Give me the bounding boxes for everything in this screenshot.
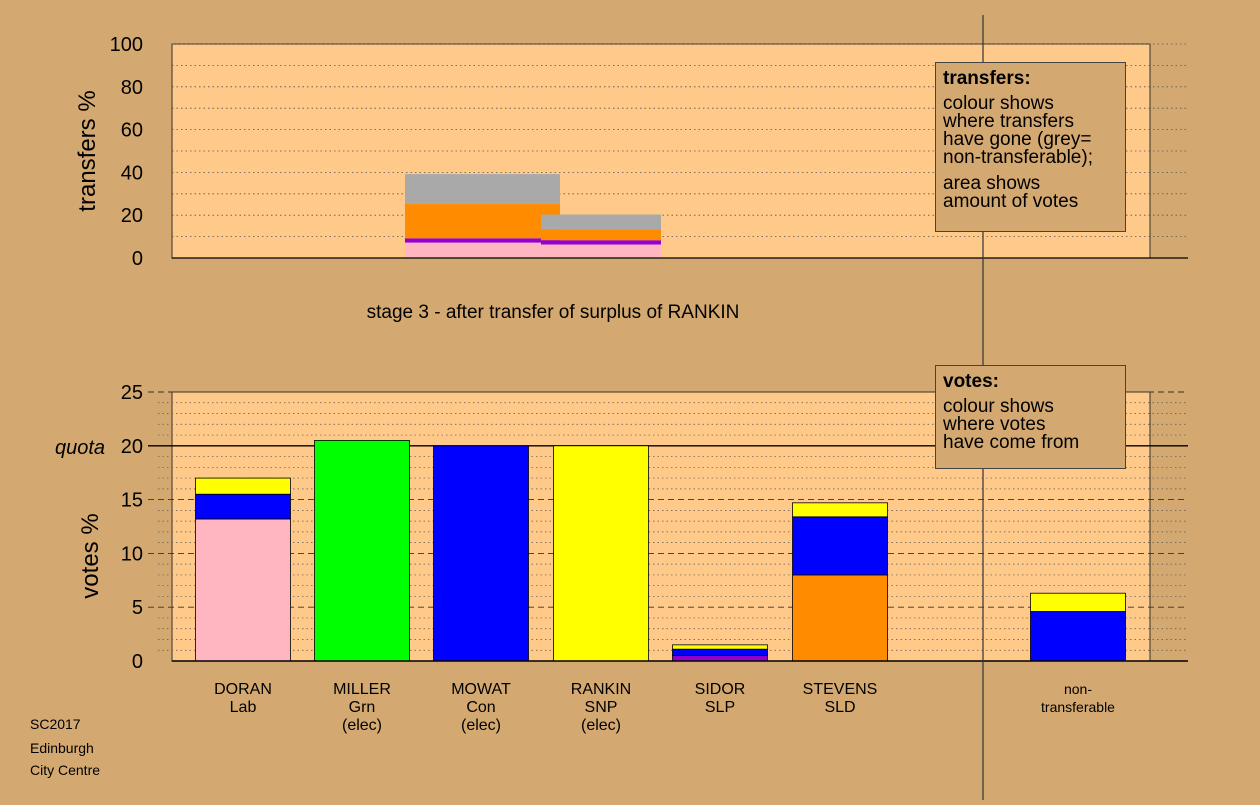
- votes-note-line: where votes: [943, 414, 1046, 435]
- candidate-label: MILLER: [333, 681, 391, 698]
- transfer-segment: [541, 214, 661, 230]
- vote-bar-segment: [195, 477, 291, 495]
- votes-y-tick-label: 25: [121, 382, 143, 404]
- vote-bar-segment: [792, 502, 888, 518]
- transfers-y-tick-label: 20: [121, 205, 143, 227]
- candidate-label: SLD: [824, 699, 855, 716]
- stage-caption: stage 3 - after transfer of surplus of R…: [367, 302, 740, 323]
- transfers-y-axis-label: transfers %: [74, 90, 101, 211]
- votes-y-axis-label: votes %: [77, 513, 104, 598]
- vote-bar-segment: [314, 440, 410, 662]
- quota-label: quota: [55, 437, 105, 459]
- votes-y-tick-label: 5: [132, 597, 143, 619]
- credit-line: City Centre: [30, 762, 101, 778]
- transfers-y-tick-label: 40: [121, 162, 143, 184]
- transfers-note-line: colour shows: [943, 93, 1054, 114]
- transfers-note-line: amount of votes: [943, 191, 1079, 212]
- transfer-segment: [541, 244, 661, 258]
- candidate-label: DORAN: [214, 681, 272, 698]
- transfers-note: transfers: colour shows where transfers …: [935, 62, 1126, 232]
- candidate-label: Grn: [349, 699, 376, 716]
- candidate-label: non-: [1064, 681, 1092, 697]
- candidate-label: SLP: [705, 699, 735, 716]
- credit-line: SC2017: [30, 716, 81, 732]
- candidate-label: (elec): [581, 717, 621, 734]
- transfers-y-tick-label: 0: [132, 248, 143, 270]
- vote-bar-segment: [672, 644, 768, 650]
- vote-bar-segment: [1030, 592, 1126, 612]
- candidate-label: SNP: [585, 699, 618, 716]
- votes-note-line: colour shows: [943, 396, 1054, 417]
- transfers-y-tick-label: 80: [121, 77, 143, 99]
- transfer-segment: [541, 240, 661, 245]
- credit-line: Edinburgh: [30, 740, 94, 756]
- vote-bar-segment: [433, 445, 529, 662]
- candidate-label: transferable: [1041, 699, 1115, 715]
- transfers-note-line: non-transferable);: [943, 147, 1093, 168]
- votes-note: votes: colour shows where votes have com…: [935, 365, 1126, 469]
- vote-bar-segment: [792, 516, 888, 576]
- candidate-label: STEVENS: [803, 681, 878, 698]
- vote-bar-segment: [195, 518, 291, 662]
- transfer-segment: [541, 229, 661, 241]
- votes-y-tick-label: 0: [132, 651, 143, 673]
- votes-note-line: have come from: [943, 432, 1080, 453]
- transfers-note-line: have gone (grey=: [943, 129, 1092, 150]
- vote-bar-segment: [195, 493, 291, 520]
- transfer-segment: [405, 242, 560, 258]
- candidate-label: (elec): [461, 717, 501, 734]
- transfer-segment: [405, 174, 560, 205]
- transfer-segment: [405, 204, 560, 239]
- candidate-label: (elec): [342, 717, 382, 734]
- transfers-y-tick-label: 60: [121, 120, 143, 142]
- transfers-note-title: transfers:: [943, 68, 1031, 89]
- transfers-note-line: area shows: [943, 173, 1041, 194]
- vote-bar-segment: [553, 445, 649, 662]
- candidate-label: Lab: [230, 699, 257, 716]
- candidate-label: RANKIN: [571, 681, 631, 698]
- vote-bar-segment: [792, 574, 888, 662]
- candidate-label: SIDOR: [695, 681, 746, 698]
- transfers-y-tick-label: 100: [110, 34, 143, 56]
- votes-y-tick-label: 15: [121, 490, 143, 512]
- vote-bar-segment: [672, 655, 768, 662]
- candidate-label: MOWAT: [451, 681, 511, 698]
- vote-bar-segment: [672, 648, 768, 657]
- votes-y-tick-label: 10: [121, 543, 143, 565]
- vote-bar-segment: [1030, 611, 1126, 662]
- candidate-label: Con: [466, 699, 495, 716]
- votes-y-tick-label: 20: [121, 436, 143, 458]
- transfer-segment: [405, 238, 560, 243]
- votes-note-title: votes:: [943, 371, 999, 392]
- transfers-note-line: where transfers: [943, 111, 1074, 132]
